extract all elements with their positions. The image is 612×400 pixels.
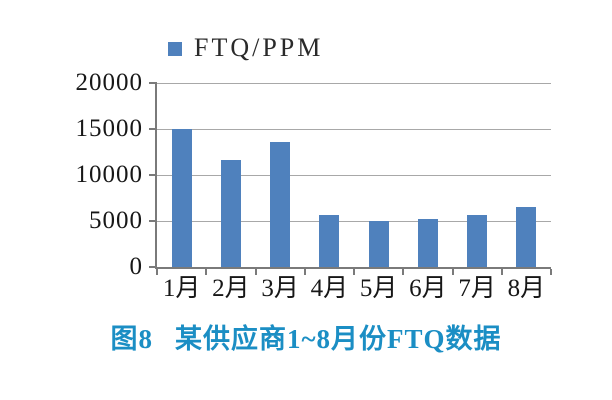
gridline-15000 — [157, 129, 551, 130]
x-axis-tick-5 — [402, 269, 405, 275]
y-axis-label-15000: 15000 — [75, 115, 143, 142]
plot-area: 0 5000 10000 15000 20000 1月 2月 3月 4月 5月 6月 7月 8月 — [76, 70, 552, 302]
bar-7月 — [467, 215, 488, 267]
y-axis-label-0: 0 — [129, 253, 143, 280]
chart-legend: FTQ/PPM — [168, 32, 323, 64]
y-axis-tick-10000 — [149, 174, 157, 176]
y-axis-tick-5000 — [149, 220, 157, 222]
x-axis-tick-7 — [500, 269, 503, 275]
bar-8月 — [516, 207, 537, 267]
bar-4月 — [319, 214, 340, 267]
bar-1月 — [171, 129, 192, 267]
y-axis-label-10000: 10000 — [75, 161, 143, 188]
y-axis-label-20000: 20000 — [75, 69, 143, 96]
x-axis-tick-2 — [254, 269, 257, 275]
x-axis-tick-4 — [353, 269, 355, 275]
x-axis-label-5月: 5月 — [359, 275, 398, 302]
figure-caption: 图8 某供应商1~8月份FTQ数据 — [0, 317, 612, 356]
x-axis-label-1月: 1月 — [162, 275, 201, 302]
bar-5月 — [368, 221, 389, 267]
caption-title: 某供应商1~8月份FTQ数据 — [174, 324, 502, 354]
x-axis-label-6月: 6月 — [409, 275, 447, 302]
y-axis-tick-0 — [149, 266, 157, 268]
x-axis-tick-8 — [550, 269, 552, 275]
x-axis-label-2月: 2月 — [212, 275, 250, 302]
bar-3月 — [270, 141, 291, 267]
x-axis-label-4月: 4月 — [310, 275, 349, 302]
y-axis-tick-20000 — [149, 82, 157, 84]
x-axis-label-7月: 7月 — [458, 275, 496, 302]
bar-6月 — [417, 219, 438, 267]
legend-square-icon — [168, 42, 182, 56]
caption-figure-number: 图8 — [110, 324, 153, 354]
bar-2月 — [220, 160, 241, 267]
x-axis-label-8月: 8月 — [507, 275, 546, 302]
gridline-5000 — [157, 221, 551, 222]
x-axis-tick-3 — [303, 269, 306, 275]
gridline-10000 — [157, 175, 551, 176]
legend-label: FTQ/PPM — [194, 33, 324, 62]
x-axis-tick-1 — [205, 269, 208, 275]
y-axis-label-5000: 5000 — [89, 207, 143, 234]
y-axis-tick-15000 — [149, 128, 157, 130]
x-axis-tick-0 — [156, 269, 158, 275]
x-axis-tick-6 — [451, 269, 454, 275]
x-axis-label-3月: 3月 — [261, 275, 299, 302]
gridline-20000 — [157, 83, 551, 84]
